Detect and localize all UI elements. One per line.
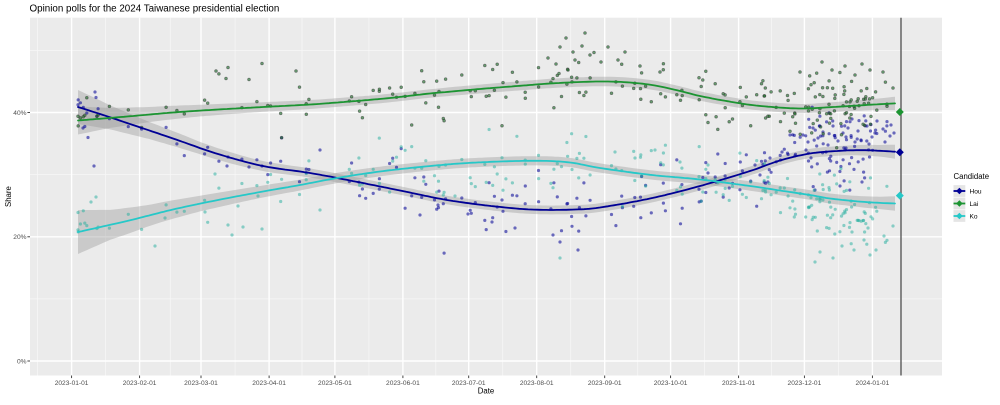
svg-text:Candidate: Candidate <box>954 172 990 181</box>
svg-text:Ko: Ko <box>970 213 978 220</box>
svg-text:Date: Date <box>478 386 494 395</box>
svg-text:2023-01-01: 2023-01-01 <box>55 380 89 387</box>
svg-text:Share: Share <box>4 186 13 207</box>
svg-text:2023-10-01: 2023-10-01 <box>654 380 688 387</box>
svg-text:40%: 40% <box>13 110 26 117</box>
svg-text:2023-05-01: 2023-05-01 <box>318 380 352 387</box>
svg-text:2023-08-01: 2023-08-01 <box>520 380 554 387</box>
svg-text:2023-06-01: 2023-06-01 <box>386 380 420 387</box>
svg-text:2023-04-01: 2023-04-01 <box>252 380 286 387</box>
svg-text:Opinion polls for the 2024 Tai: Opinion polls for the 2024 Taiwanese pre… <box>30 3 280 14</box>
svg-text:2023-07-01: 2023-07-01 <box>452 380 486 387</box>
svg-text:2023-09-01: 2023-09-01 <box>588 380 622 387</box>
svg-text:2023-03-01: 2023-03-01 <box>184 380 218 387</box>
svg-text:2023-11-01: 2023-11-01 <box>722 380 756 387</box>
svg-text:0%: 0% <box>17 358 27 365</box>
svg-text:2023-02-01: 2023-02-01 <box>123 380 157 387</box>
svg-text:2023-12-01: 2023-12-01 <box>788 380 822 387</box>
svg-text:20%: 20% <box>13 234 26 241</box>
svg-text:Hou: Hou <box>970 188 982 195</box>
svg-text:Lai: Lai <box>970 201 979 208</box>
svg-text:2024-01-01: 2024-01-01 <box>856 380 890 387</box>
